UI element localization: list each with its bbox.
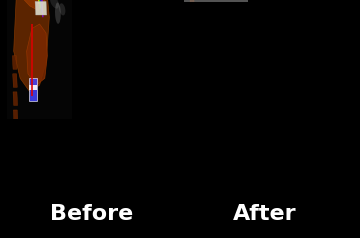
Polygon shape <box>29 85 37 90</box>
Text: After: After <box>233 204 296 224</box>
Polygon shape <box>29 78 37 101</box>
Polygon shape <box>40 0 42 13</box>
Polygon shape <box>17 0 48 10</box>
Polygon shape <box>13 74 17 87</box>
Polygon shape <box>12 56 17 69</box>
Polygon shape <box>27 24 48 85</box>
Ellipse shape <box>55 2 61 24</box>
Polygon shape <box>37 0 40 4</box>
Text: Before: Before <box>50 204 134 224</box>
Polygon shape <box>13 92 18 105</box>
Polygon shape <box>41 0 44 17</box>
Polygon shape <box>35 1 47 15</box>
Polygon shape <box>184 0 248 2</box>
Polygon shape <box>31 24 33 96</box>
Polygon shape <box>14 0 49 92</box>
Polygon shape <box>13 110 18 124</box>
Polygon shape <box>38 0 41 8</box>
Ellipse shape <box>50 0 59 9</box>
Ellipse shape <box>59 3 66 15</box>
Polygon shape <box>190 0 194 7</box>
